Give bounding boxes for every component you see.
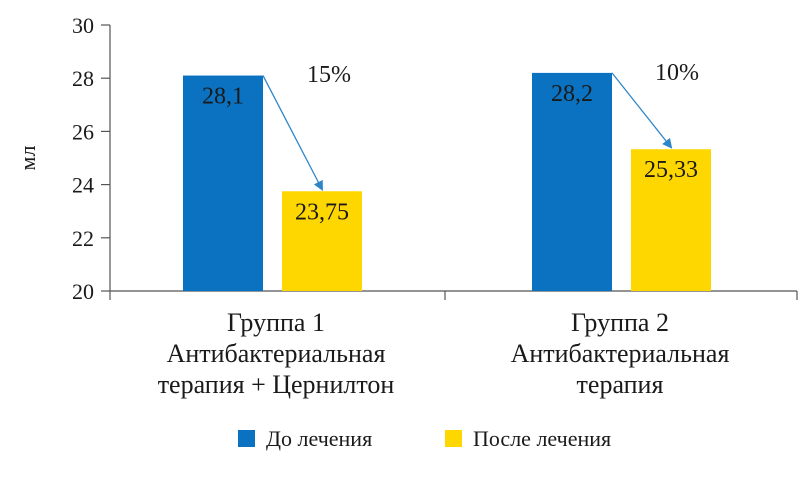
bar-group2-before: [532, 72, 612, 291]
group-label-line: Антибактериальная: [511, 339, 730, 368]
y-tick-label: 20: [72, 279, 94, 304]
group-label-line: Группа 2: [571, 308, 669, 337]
change-arrow: [262, 75, 323, 192]
legend-swatch-before: [238, 430, 255, 447]
change-label: 10%: [655, 60, 699, 86]
y-tick-label: 30: [72, 13, 94, 38]
y-ticks: 20 22 24 26 28 30: [72, 13, 110, 304]
bar-value-label: 23,75: [295, 199, 349, 225]
change-arrows: 15% 10%: [262, 60, 699, 192]
y-axis-label: мл: [15, 146, 40, 171]
bars: 28,1 23,75 28,2 25,33: [183, 72, 711, 291]
legend-label-before: До лечения: [266, 426, 372, 451]
y-tick-label: 22: [72, 226, 94, 251]
y-axis: 20 22 24 26 28 30: [72, 13, 111, 304]
y-tick-label: 24: [72, 173, 94, 198]
x-axis: [109, 290, 798, 300]
bar-group1-after: [282, 191, 362, 291]
legend: До лечения После лечения: [238, 426, 611, 451]
change-arrow: [611, 72, 673, 149]
bar-value-label: 25,33: [644, 157, 698, 183]
bar-value-label: 28,1: [202, 84, 244, 110]
group-label-line: Группа 1: [227, 308, 325, 337]
y-tick-label: 26: [72, 119, 94, 144]
bar-value-label: 28,2: [551, 81, 593, 107]
legend-swatch-after: [445, 430, 462, 447]
change-label: 15%: [307, 62, 351, 88]
bar-group1-before: [183, 75, 263, 291]
y-tick-label: 28: [72, 66, 94, 91]
legend-label-after: После лечения: [473, 426, 611, 451]
group-label-line: Антибактериальная: [167, 339, 386, 368]
bar-group2-after: [631, 149, 711, 291]
group-label-line: терапия + Цернилтон: [158, 370, 395, 399]
group-label-line: терапия: [577, 370, 664, 399]
